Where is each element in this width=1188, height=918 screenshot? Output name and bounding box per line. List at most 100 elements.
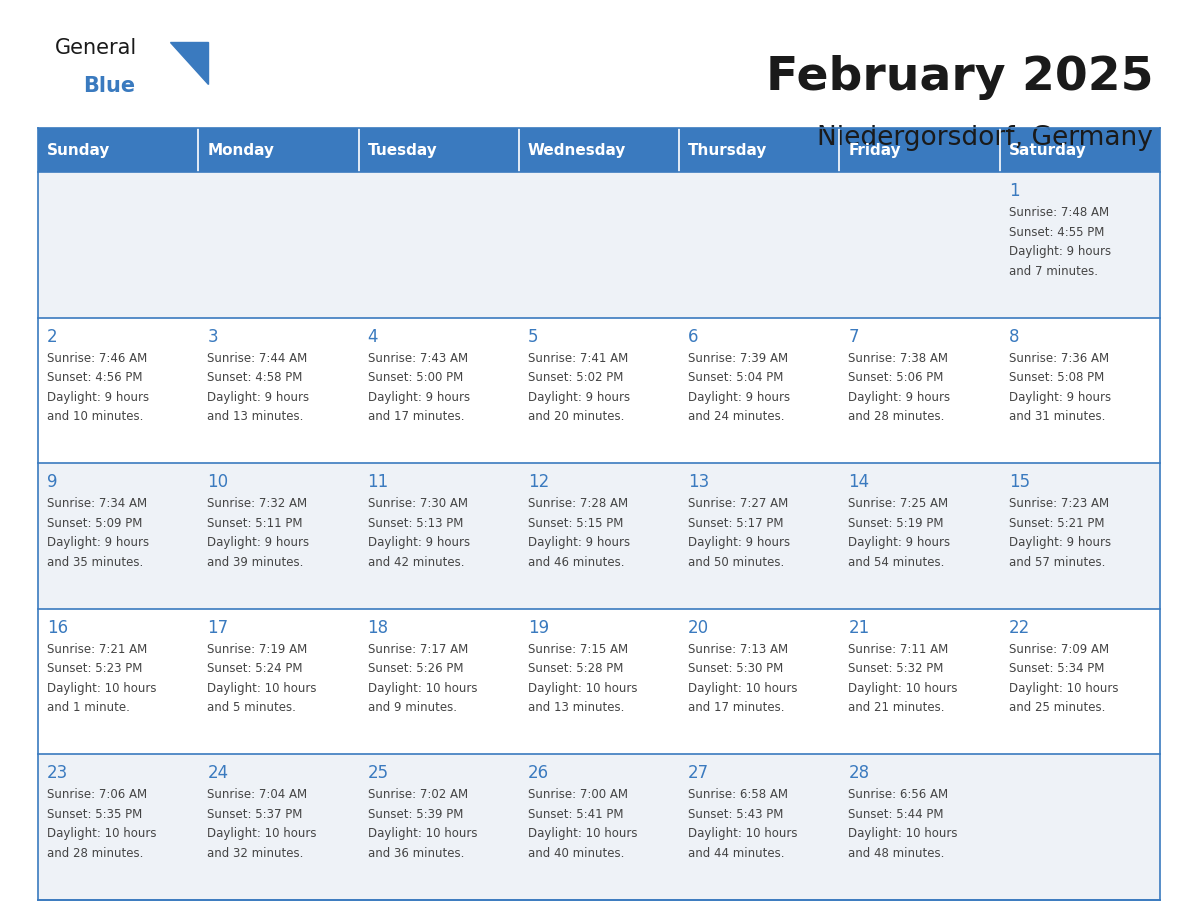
Bar xyxy=(198,755,359,900)
Text: Sunset: 5:02 PM: Sunset: 5:02 PM xyxy=(527,371,624,384)
Bar xyxy=(198,318,359,464)
Text: and 42 minutes.: and 42 minutes. xyxy=(367,555,465,568)
Text: and 46 minutes.: and 46 minutes. xyxy=(527,555,625,568)
Text: Daylight: 10 hours: Daylight: 10 hours xyxy=(207,827,317,840)
Text: 22: 22 xyxy=(1009,619,1030,637)
Text: General: General xyxy=(55,38,138,58)
Bar xyxy=(1000,128,1159,172)
Text: 6: 6 xyxy=(688,328,699,345)
Bar xyxy=(680,464,840,609)
Bar xyxy=(38,172,198,318)
Text: Daylight: 10 hours: Daylight: 10 hours xyxy=(848,682,958,695)
Text: Sunday: Sunday xyxy=(48,142,110,158)
Text: Daylight: 10 hours: Daylight: 10 hours xyxy=(48,827,157,840)
Bar xyxy=(840,755,1000,900)
Text: and 57 minutes.: and 57 minutes. xyxy=(1009,555,1105,568)
Bar xyxy=(519,172,680,318)
Text: and 48 minutes.: and 48 minutes. xyxy=(848,847,944,860)
Text: 17: 17 xyxy=(207,619,228,637)
Bar xyxy=(840,609,1000,755)
Text: Sunset: 5:09 PM: Sunset: 5:09 PM xyxy=(48,517,143,530)
Text: Blue: Blue xyxy=(83,76,135,96)
Text: 2: 2 xyxy=(48,328,58,345)
Text: Daylight: 9 hours: Daylight: 9 hours xyxy=(1009,245,1111,258)
Text: Sunset: 5:04 PM: Sunset: 5:04 PM xyxy=(688,371,784,384)
Text: and 10 minutes.: and 10 minutes. xyxy=(48,410,144,423)
Text: 13: 13 xyxy=(688,473,709,491)
Text: Daylight: 9 hours: Daylight: 9 hours xyxy=(207,536,309,549)
Text: and 35 minutes.: and 35 minutes. xyxy=(48,555,144,568)
Text: Sunrise: 7:38 AM: Sunrise: 7:38 AM xyxy=(848,352,948,364)
Bar xyxy=(198,609,359,755)
Text: 3: 3 xyxy=(207,328,217,345)
Text: Sunset: 5:32 PM: Sunset: 5:32 PM xyxy=(848,662,943,676)
Text: and 28 minutes.: and 28 minutes. xyxy=(848,410,944,423)
Bar xyxy=(840,128,1000,172)
Bar xyxy=(38,128,198,172)
Text: 21: 21 xyxy=(848,619,870,637)
Text: Thursday: Thursday xyxy=(688,142,767,158)
Text: 5: 5 xyxy=(527,328,538,345)
Text: Sunset: 5:41 PM: Sunset: 5:41 PM xyxy=(527,808,624,821)
Text: and 44 minutes.: and 44 minutes. xyxy=(688,847,784,860)
Text: Sunset: 5:43 PM: Sunset: 5:43 PM xyxy=(688,808,784,821)
Text: 8: 8 xyxy=(1009,328,1019,345)
Text: Daylight: 9 hours: Daylight: 9 hours xyxy=(367,390,469,404)
Text: and 5 minutes.: and 5 minutes. xyxy=(207,701,296,714)
Text: 11: 11 xyxy=(367,473,388,491)
Text: Sunset: 5:23 PM: Sunset: 5:23 PM xyxy=(48,662,143,676)
Text: 26: 26 xyxy=(527,765,549,782)
Text: Sunset: 5:19 PM: Sunset: 5:19 PM xyxy=(848,517,944,530)
Bar xyxy=(680,128,840,172)
Text: Sunrise: 7:15 AM: Sunrise: 7:15 AM xyxy=(527,643,628,655)
Text: and 36 minutes.: and 36 minutes. xyxy=(367,847,465,860)
Text: Sunset: 4:56 PM: Sunset: 4:56 PM xyxy=(48,371,143,384)
Text: Sunset: 5:26 PM: Sunset: 5:26 PM xyxy=(367,662,463,676)
Text: Sunrise: 7:43 AM: Sunrise: 7:43 AM xyxy=(367,352,468,364)
Text: Sunset: 5:11 PM: Sunset: 5:11 PM xyxy=(207,517,303,530)
Text: Sunrise: 6:58 AM: Sunrise: 6:58 AM xyxy=(688,789,788,801)
Text: and 1 minute.: and 1 minute. xyxy=(48,701,129,714)
Text: Sunrise: 7:06 AM: Sunrise: 7:06 AM xyxy=(48,789,147,801)
Text: Daylight: 9 hours: Daylight: 9 hours xyxy=(848,390,950,404)
Text: 16: 16 xyxy=(48,619,68,637)
Text: and 9 minutes.: and 9 minutes. xyxy=(367,701,456,714)
Text: Daylight: 9 hours: Daylight: 9 hours xyxy=(1009,390,1111,404)
Text: and 25 minutes.: and 25 minutes. xyxy=(1009,701,1105,714)
Bar xyxy=(38,609,198,755)
Text: and 24 minutes.: and 24 minutes. xyxy=(688,410,784,423)
Text: Sunset: 5:44 PM: Sunset: 5:44 PM xyxy=(848,808,944,821)
Text: Tuesday: Tuesday xyxy=(367,142,437,158)
Bar xyxy=(680,318,840,464)
Bar xyxy=(359,128,519,172)
Text: Sunrise: 7:09 AM: Sunrise: 7:09 AM xyxy=(1009,643,1108,655)
Text: Niedergorsdorf, Germany: Niedergorsdorf, Germany xyxy=(817,125,1154,151)
Text: Sunrise: 7:21 AM: Sunrise: 7:21 AM xyxy=(48,643,147,655)
Text: Monday: Monday xyxy=(207,142,274,158)
Text: Daylight: 9 hours: Daylight: 9 hours xyxy=(688,390,790,404)
Bar xyxy=(198,172,359,318)
Bar xyxy=(519,128,680,172)
Text: Daylight: 9 hours: Daylight: 9 hours xyxy=(48,536,150,549)
Bar xyxy=(359,609,519,755)
Text: Daylight: 10 hours: Daylight: 10 hours xyxy=(367,682,478,695)
Text: Daylight: 10 hours: Daylight: 10 hours xyxy=(527,827,637,840)
Text: Daylight: 9 hours: Daylight: 9 hours xyxy=(848,536,950,549)
Text: 10: 10 xyxy=(207,473,228,491)
Text: Sunset: 5:28 PM: Sunset: 5:28 PM xyxy=(527,662,624,676)
Text: Sunrise: 7:23 AM: Sunrise: 7:23 AM xyxy=(1009,498,1108,510)
Text: and 31 minutes.: and 31 minutes. xyxy=(1009,410,1105,423)
Text: Sunset: 4:55 PM: Sunset: 4:55 PM xyxy=(1009,226,1104,239)
Text: Sunset: 5:08 PM: Sunset: 5:08 PM xyxy=(1009,371,1104,384)
Text: 15: 15 xyxy=(1009,473,1030,491)
Text: Sunset: 5:00 PM: Sunset: 5:00 PM xyxy=(367,371,463,384)
Bar xyxy=(1000,755,1159,900)
Text: Daylight: 10 hours: Daylight: 10 hours xyxy=(1009,682,1118,695)
Text: Sunset: 5:37 PM: Sunset: 5:37 PM xyxy=(207,808,303,821)
Text: 18: 18 xyxy=(367,619,388,637)
Text: Sunset: 5:35 PM: Sunset: 5:35 PM xyxy=(48,808,143,821)
Text: 27: 27 xyxy=(688,765,709,782)
Text: and 17 minutes.: and 17 minutes. xyxy=(688,701,784,714)
Text: Daylight: 9 hours: Daylight: 9 hours xyxy=(527,536,630,549)
Text: 12: 12 xyxy=(527,473,549,491)
